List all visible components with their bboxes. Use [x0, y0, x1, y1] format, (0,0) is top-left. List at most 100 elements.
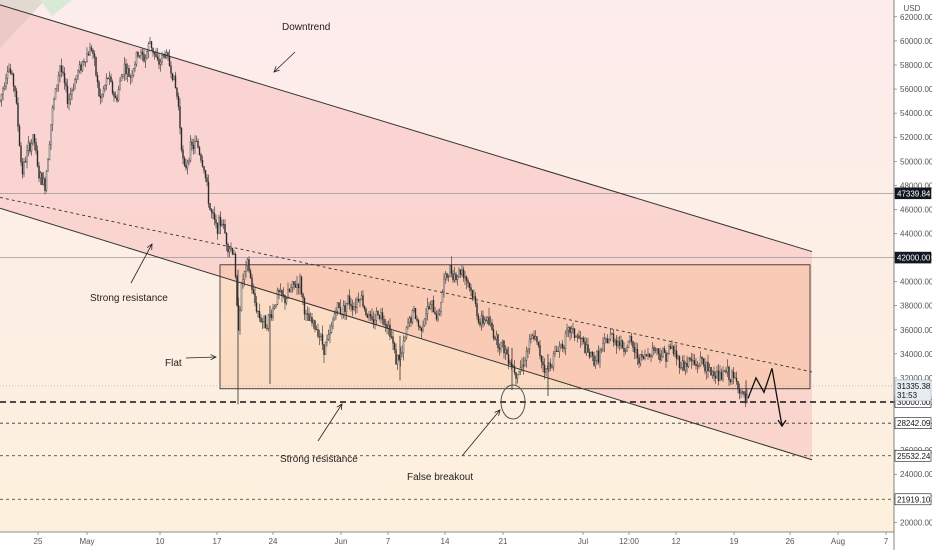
candle-body — [659, 353, 661, 361]
candle-body — [176, 87, 178, 97]
candle-body — [611, 333, 613, 335]
candle-body — [161, 55, 163, 63]
candle-body — [65, 82, 67, 87]
candle-body — [234, 253, 237, 277]
y-tick-label: 46000.00 — [900, 205, 932, 214]
candle-body — [327, 334, 330, 340]
candle-body — [398, 354, 400, 360]
candle-body — [726, 366, 729, 373]
candle-body — [216, 223, 219, 234]
candle-body — [714, 375, 717, 379]
candle-body — [3, 86, 6, 89]
candle-body — [107, 77, 109, 79]
candle-body — [126, 68, 129, 75]
candle-body — [26, 150, 28, 163]
candle-body — [543, 364, 546, 373]
candle-body — [60, 65, 63, 72]
candle-body — [582, 338, 585, 342]
candle-body — [321, 334, 324, 345]
candle-body — [290, 287, 292, 292]
candle-body — [696, 365, 699, 367]
candle-body — [504, 349, 507, 354]
candle-body — [93, 53, 96, 58]
candle-body — [17, 102, 19, 127]
candle-body — [366, 314, 369, 318]
candle-body — [113, 92, 115, 97]
candle-body — [537, 341, 540, 346]
candle-body — [542, 361, 544, 366]
candle-body — [228, 248, 231, 253]
level-badge — [894, 417, 932, 429]
candle-body — [467, 280, 469, 284]
candle-body — [122, 74, 124, 77]
corner-shade-green — [40, 0, 72, 16]
candle-body — [254, 293, 256, 303]
candle-body — [495, 334, 498, 340]
candle-body — [194, 141, 196, 149]
candle-body — [42, 178, 45, 185]
candle-body — [462, 269, 465, 279]
x-tick-label: Jun — [335, 537, 348, 546]
candle-body — [140, 51, 142, 57]
candle-body — [101, 93, 103, 99]
candle-body — [660, 356, 663, 361]
candle-body — [87, 53, 90, 56]
x-tick-label: 19 — [730, 537, 739, 546]
y-tick-label: 24000.00 — [900, 470, 932, 479]
candle-body — [494, 337, 496, 340]
y-tick-label: 44000.00 — [900, 230, 932, 239]
annotation-label: False breakout — [407, 472, 473, 483]
candle-body — [225, 232, 228, 245]
x-tick-label: 24 — [269, 537, 278, 546]
candle-body — [248, 259, 250, 272]
candle-body — [525, 351, 528, 361]
candle-body — [437, 313, 439, 320]
plot-background — [0, 0, 894, 532]
candle-body — [15, 90, 18, 104]
level-badge-label: 47339.84 — [897, 189, 931, 198]
candle-body — [77, 70, 79, 76]
candle-body — [200, 154, 202, 161]
candle-body — [299, 276, 301, 288]
candle-body — [722, 371, 724, 380]
price-axis-bg — [894, 0, 932, 550]
candle-body — [626, 347, 628, 352]
candle-body — [419, 325, 421, 328]
channel-lower-line — [0, 207, 813, 461]
candle-body — [54, 88, 57, 100]
candle-body — [618, 341, 621, 346]
candle-body — [531, 335, 534, 339]
candle-body — [458, 269, 460, 277]
candle-body — [695, 363, 697, 366]
level-badge — [894, 251, 932, 264]
x-tick-label: 12 — [672, 537, 681, 546]
candle-body — [702, 358, 705, 365]
x-tick-label: 7 — [884, 537, 889, 546]
candle-body — [252, 289, 255, 294]
candle-body — [647, 353, 649, 357]
x-tick-label: Jul — [578, 537, 588, 546]
candle-body — [53, 99, 55, 108]
x-tick-label: May — [79, 537, 94, 546]
candle-body — [50, 124, 52, 145]
x-tick-label: 12:00 — [619, 537, 640, 546]
y-tick-label: 38000.00 — [900, 302, 932, 311]
annotation-arrow — [130, 243, 153, 284]
candle-body — [627, 340, 630, 348]
candle-body — [57, 75, 60, 86]
y-tick-label: 20000.00 — [900, 518, 932, 527]
candle-body — [9, 68, 12, 74]
candle-body — [549, 363, 552, 368]
candle-body — [245, 264, 247, 272]
candle-body — [99, 95, 102, 99]
candle-body — [180, 127, 183, 150]
candle-body — [18, 126, 21, 147]
candle-body — [497, 334, 499, 348]
candle-body — [468, 282, 471, 288]
candle-body — [597, 350, 600, 363]
candle-body — [354, 306, 357, 308]
candle-body — [80, 64, 82, 71]
candle-body — [221, 223, 223, 227]
candle-body — [593, 355, 595, 366]
